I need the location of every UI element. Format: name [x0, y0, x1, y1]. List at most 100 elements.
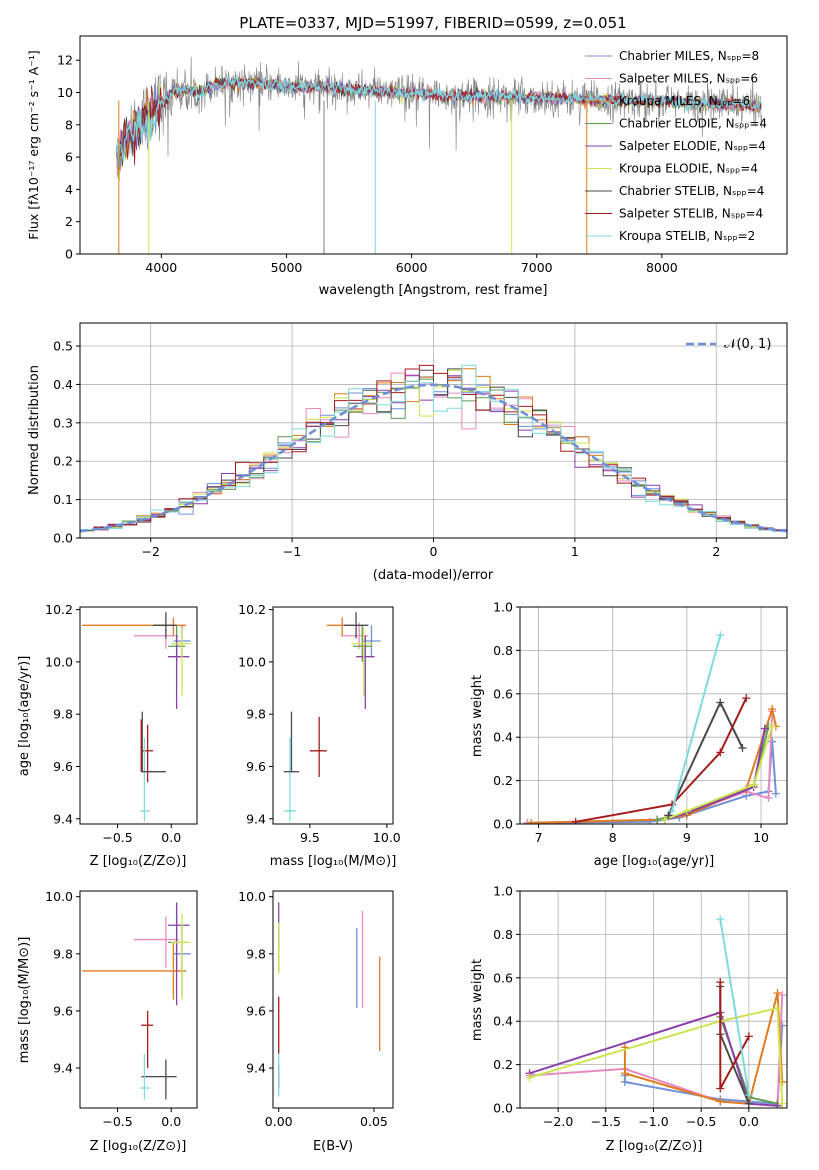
x-tick-label: 7 — [535, 830, 543, 845]
y-tick-label: 0.5 — [53, 339, 73, 354]
y-tick-label: 9.4 — [53, 811, 73, 826]
spectrum-frame — [79, 35, 788, 255]
x-axis-label: Z [log₁₀(Z/Z⊙)] — [606, 1139, 703, 1154]
x-tick-label: −0.5 — [686, 1114, 716, 1129]
series-marker — [716, 698, 725, 707]
series-marker — [653, 815, 662, 824]
y-tick-label: 9.4 — [53, 1061, 73, 1076]
legend-entry: Salpeter STELIB, Nₛₚₚ=4 — [619, 207, 763, 221]
y-tick-label: 0.0 — [53, 531, 73, 546]
y-tick-label: 0.6 — [493, 970, 513, 985]
y-tick-label: 9.8 — [53, 707, 73, 722]
series-line — [527, 711, 774, 824]
y-tick-label: 4 — [65, 182, 73, 197]
y-tick-label: 10.0 — [45, 654, 73, 669]
x-tick-label: 7000 — [521, 260, 553, 275]
mass-vs-EBV-frame — [272, 890, 394, 1109]
y-axis-label: Normed distribution — [27, 365, 42, 495]
y-tick-label: 10 — [57, 85, 73, 100]
series-marker — [768, 722, 777, 731]
series-marker — [716, 978, 725, 987]
x-axis-label: wavelength [Angstrom, rest frame] — [319, 283, 548, 298]
y-tick-label: 0.2 — [53, 454, 73, 469]
series-marker — [716, 631, 725, 640]
x-tick-label: −2.0 — [543, 1114, 573, 1129]
mass-vs-Z-frame — [79, 890, 198, 1109]
x-tick-label: −1.0 — [638, 1114, 668, 1129]
y-tick-label: 10.0 — [238, 654, 266, 669]
series-line — [667, 700, 744, 816]
y-tick-label: 0.0 — [493, 817, 513, 832]
series-marker — [744, 1099, 753, 1108]
x-tick-label: 6000 — [396, 260, 428, 275]
legend-entry: 𝒩(0, 1) — [724, 337, 771, 352]
series-marker — [738, 744, 747, 753]
legend-entry: Kroupa STELIB, Nₛₚₚ=2 — [619, 229, 755, 243]
y-tick-label: 0.8 — [493, 927, 513, 942]
legend-entry: Chabrier STELIB, Nₛₚₚ=4 — [619, 184, 764, 198]
x-axis-label: Z [log₁₀(Z/Z⊙)] — [90, 1139, 187, 1154]
x-tick-label: 9.5 — [300, 830, 320, 845]
spectrum-plot-area — [116, 56, 763, 254]
weight-vs-age-plot-area — [520, 607, 787, 824]
y-tick-label: 10.0 — [45, 889, 73, 904]
y-tick-label: 0.2 — [493, 773, 513, 788]
series-marker — [682, 806, 691, 815]
series-marker — [778, 991, 787, 1000]
series-marker — [742, 694, 751, 703]
y-tick-label: 6 — [65, 150, 73, 165]
y-tick-label: 0.0 — [493, 1101, 513, 1116]
legend-entry: Kroupa MILES, Nₛₚₚ=6 — [619, 94, 750, 108]
y-tick-label: 9.8 — [246, 707, 266, 722]
x-tick-label: −1.5 — [591, 1114, 621, 1129]
x-tick-label: 0.05 — [360, 1114, 388, 1129]
y-tick-label: 9.6 — [246, 1003, 266, 1018]
legend-entry: Chabrier ELODIE, Nₛₚₚ=4 — [619, 117, 767, 131]
series-marker — [716, 1084, 725, 1093]
normal-reference-curve — [80, 383, 787, 533]
series-line — [529, 1006, 784, 1104]
y-axis-label: mass weight — [470, 675, 485, 757]
series-marker — [716, 1097, 725, 1106]
chart-title: PLATE=0337, MJD=51997, FIBERID=0599, z=0… — [239, 14, 626, 32]
y-tick-label: 9.4 — [246, 811, 266, 826]
series-marker — [778, 1099, 787, 1108]
y-tick-label: 0.4 — [53, 377, 73, 392]
y-tick-label: 0.8 — [493, 643, 513, 658]
x-tick-label: 0.0 — [161, 1114, 181, 1129]
series-marker — [773, 1004, 782, 1013]
series-line — [527, 741, 777, 824]
y-axis-label: age [log₁₀(age/yr)] — [17, 656, 32, 777]
y-tick-label: 10.2 — [45, 602, 73, 617]
x-tick-label: −0.5 — [102, 1114, 132, 1129]
y-tick-label: 12 — [57, 53, 73, 68]
mass-vs-Z-plot-area — [82, 902, 191, 1100]
series-marker — [664, 811, 673, 820]
x-axis-label: (data-model)/error — [373, 568, 494, 583]
y-tick-label: 0 — [65, 247, 73, 262]
age-vs-Z-plot-area — [82, 612, 191, 822]
histogram-steps — [80, 364, 787, 538]
x-axis-label: E(B-V) — [313, 1139, 353, 1154]
series-line — [529, 1011, 778, 1107]
y-tick-label: 0.1 — [53, 492, 73, 507]
y-tick-label: 1.0 — [493, 600, 513, 615]
series-marker — [620, 1069, 629, 1078]
series-marker — [773, 988, 782, 997]
y-tick-label: 0.4 — [493, 1014, 513, 1029]
series-line — [671, 634, 722, 812]
x-tick-label: 0.0 — [739, 1114, 759, 1129]
y-tick-label: 9.6 — [53, 759, 73, 774]
spectrum-model-line — [116, 74, 762, 167]
y-axis-label: mass [log₁₀(M/M⊙)] — [17, 937, 32, 1064]
y-tick-label: 1.0 — [493, 884, 513, 899]
x-axis-label: mass [log₁₀(M/M⊙)] — [270, 854, 397, 869]
series-marker — [527, 818, 536, 824]
legend-entry: Salpeter ELODIE, Nₛₚₚ=4 — [619, 139, 766, 153]
series-marker — [749, 780, 758, 789]
legend-entry: Salpeter MILES, Nₛₚₚ=6 — [619, 72, 758, 86]
series-marker — [668, 806, 677, 815]
age-vs-mass-frame — [272, 606, 394, 825]
legend-entry: Chabrier MILES, Nₛₚₚ=8 — [619, 49, 759, 63]
x-tick-label: 0 — [430, 544, 438, 559]
